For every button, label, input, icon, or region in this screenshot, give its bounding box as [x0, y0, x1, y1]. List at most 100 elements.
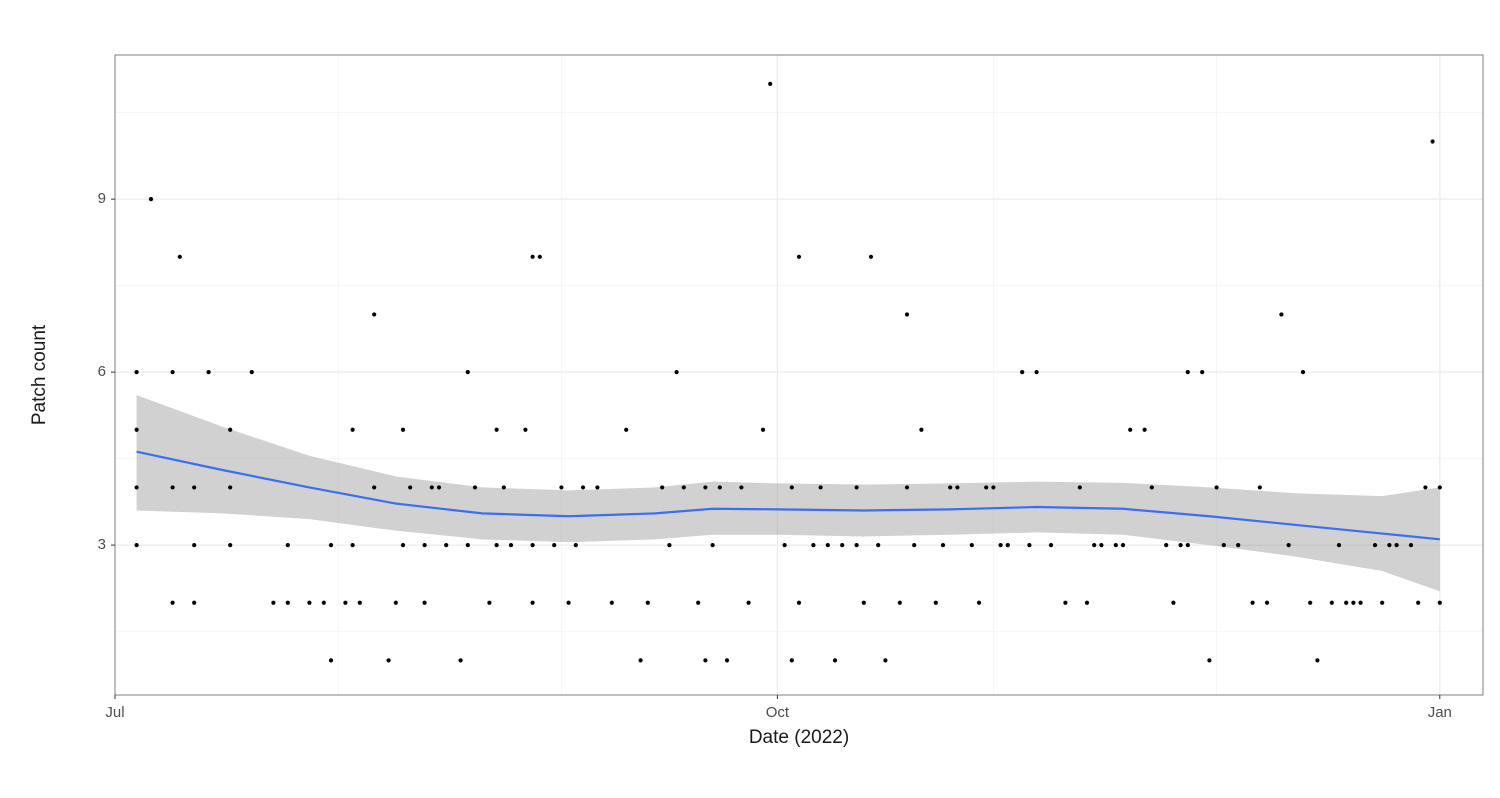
- data-point: [495, 543, 499, 547]
- data-point: [1287, 543, 1291, 547]
- data-point: [538, 255, 542, 259]
- data-point: [423, 601, 427, 605]
- data-point: [711, 543, 715, 547]
- data-point: [790, 658, 794, 662]
- data-point: [790, 485, 794, 489]
- data-point: [1301, 370, 1305, 374]
- data-point: [1179, 543, 1183, 547]
- data-point: [487, 601, 491, 605]
- data-point: [919, 428, 923, 432]
- data-point: [970, 543, 974, 547]
- data-point: [1265, 601, 1269, 605]
- data-point: [1063, 601, 1067, 605]
- data-point: [1164, 543, 1168, 547]
- data-point: [1215, 485, 1219, 489]
- data-point: [1395, 543, 1399, 547]
- data-point: [271, 601, 275, 605]
- data-point: [1258, 485, 1262, 489]
- data-point: [984, 485, 988, 489]
- data-point: [1099, 543, 1103, 547]
- data-point: [559, 485, 563, 489]
- data-point: [905, 485, 909, 489]
- data-point: [523, 428, 527, 432]
- data-point: [639, 658, 643, 662]
- data-point: [286, 543, 290, 547]
- data-point: [1049, 543, 1053, 547]
- data-point: [682, 485, 686, 489]
- data-point: [1315, 658, 1319, 662]
- data-point: [595, 485, 599, 489]
- data-point: [718, 485, 722, 489]
- data-point: [1200, 370, 1204, 374]
- data-point: [1035, 370, 1039, 374]
- data-point: [826, 543, 830, 547]
- data-point: [372, 485, 376, 489]
- data-point: [660, 485, 664, 489]
- data-point: [351, 543, 355, 547]
- data-point: [883, 658, 887, 662]
- data-point: [991, 485, 995, 489]
- data-point: [667, 543, 671, 547]
- data-point: [1027, 543, 1031, 547]
- data-point: [192, 485, 196, 489]
- data-point: [1423, 485, 1427, 489]
- data-point: [624, 428, 628, 432]
- data-point: [1380, 601, 1384, 605]
- data-point: [1121, 543, 1125, 547]
- data-point: [1344, 601, 1348, 605]
- data-point: [171, 485, 175, 489]
- data-point: [430, 485, 434, 489]
- data-point: [531, 255, 535, 259]
- data-point: [696, 601, 700, 605]
- data-point: [1150, 485, 1154, 489]
- data-point: [581, 485, 585, 489]
- data-point: [725, 658, 729, 662]
- data-point: [1387, 543, 1391, 547]
- data-point: [401, 543, 405, 547]
- data-point: [322, 601, 326, 605]
- data-point: [898, 601, 902, 605]
- x-tick-label: Jan: [1428, 704, 1452, 721]
- y-tick-label: 6: [98, 363, 106, 380]
- data-point: [192, 601, 196, 605]
- data-point: [819, 485, 823, 489]
- data-point: [351, 428, 355, 432]
- data-point: [531, 601, 535, 605]
- data-point: [574, 543, 578, 547]
- data-point: [934, 601, 938, 605]
- data-point: [228, 428, 232, 432]
- data-point: [862, 601, 866, 605]
- data-point: [135, 485, 139, 489]
- x-axis-title: Date (2022): [749, 727, 849, 748]
- data-point: [149, 197, 153, 201]
- data-point: [977, 601, 981, 605]
- data-point: [423, 543, 427, 547]
- data-point: [228, 485, 232, 489]
- data-point: [372, 312, 376, 316]
- data-point: [1438, 485, 1442, 489]
- data-point: [1409, 543, 1413, 547]
- data-point: [473, 485, 477, 489]
- data-point: [1207, 658, 1211, 662]
- data-point: [739, 485, 743, 489]
- data-point: [1279, 312, 1283, 316]
- data-point: [1006, 543, 1010, 547]
- data-point: [955, 485, 959, 489]
- data-point: [610, 601, 614, 605]
- data-point: [905, 312, 909, 316]
- data-point: [747, 601, 751, 605]
- data-point: [1128, 428, 1132, 432]
- data-point: [343, 601, 347, 605]
- data-point: [444, 543, 448, 547]
- data-point: [192, 543, 196, 547]
- data-point: [703, 485, 707, 489]
- data-point: [394, 601, 398, 605]
- chart-container: 369JulOctJanDate (2022)Patch count: [0, 0, 1500, 798]
- data-point: [1186, 543, 1190, 547]
- x-tick-label: Oct: [766, 704, 790, 721]
- data-point: [358, 601, 362, 605]
- data-point: [408, 485, 412, 489]
- data-point: [228, 543, 232, 547]
- data-point: [552, 543, 556, 547]
- data-point: [1222, 543, 1226, 547]
